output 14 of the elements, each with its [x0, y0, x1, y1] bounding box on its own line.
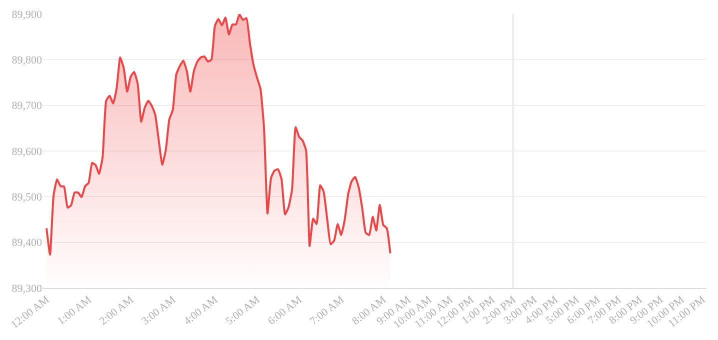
x-tick-label: 3:00 AM	[140, 294, 178, 328]
y-tick-label: 89,500	[12, 192, 42, 204]
x-tick-label: 2:00 AM	[97, 294, 136, 328]
x-tick-label: 7:00 AM	[308, 294, 347, 328]
x-tick-label: 1:00 AM	[55, 294, 94, 328]
y-tick-label: 89,800	[12, 54, 42, 67]
y-tick-label: 89,700	[12, 100, 42, 112]
y-tick-label: 89,400	[12, 237, 42, 250]
y-tick-label: 89,300	[12, 282, 42, 295]
x-tick-label: 6:00 AM	[266, 294, 304, 328]
y-tick-label: 89,600	[12, 146, 42, 158]
x-tick-label: 4:00 AM	[182, 294, 220, 328]
y-tick-label: 89,900	[12, 8, 42, 21]
x-tick-label: 5:00 AM	[224, 294, 262, 328]
